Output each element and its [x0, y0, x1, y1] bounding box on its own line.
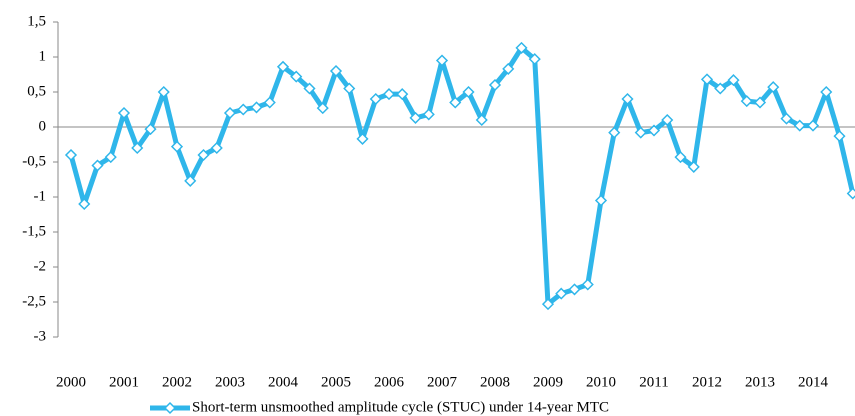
- legend-marker: [163, 401, 177, 415]
- point-marker: [674, 151, 687, 164]
- point-marker: [753, 96, 767, 109]
- x-tick-label: 2000: [56, 374, 86, 390]
- point-marker: [647, 124, 661, 137]
- y-tick-label: -3: [34, 328, 47, 344]
- point-marker: [144, 123, 157, 136]
- point-marker: [343, 82, 356, 95]
- point-marker: [131, 141, 144, 155]
- point-marker: [197, 148, 210, 162]
- point-marker: [687, 160, 700, 173]
- point-marker: [714, 82, 727, 95]
- y-tick-label: -0,5: [22, 153, 46, 169]
- y-tick-label: 1,5: [27, 13, 46, 29]
- point-marker: [515, 41, 528, 54]
- point-marker: [634, 126, 647, 139]
- point-marker: [210, 141, 223, 155]
- point-marker: [369, 92, 382, 106]
- point-marker: [184, 174, 197, 187]
- y-tick-label: 0,5: [27, 83, 46, 99]
- point-marker: [223, 106, 237, 120]
- point-marker: [528, 53, 541, 66]
- x-tick-label: 2014: [798, 374, 829, 390]
- point-marker: [700, 73, 714, 86]
- x-tick-label: 2009: [533, 374, 563, 390]
- point-marker: [117, 106, 131, 120]
- y-tick-label: -1,5: [22, 223, 46, 239]
- point-marker: [608, 126, 621, 139]
- y-tick-label: -1: [34, 188, 47, 204]
- point-marker: [661, 113, 674, 127]
- x-tick-label: 2001: [109, 374, 139, 390]
- point-marker: [555, 287, 568, 300]
- x-tick-label: 2013: [745, 374, 775, 390]
- point-marker: [581, 278, 594, 291]
- point-marker: [78, 197, 91, 211]
- point-marker: [767, 81, 780, 94]
- series-line: [68, 45, 855, 307]
- point-marker: [833, 130, 846, 143]
- point-marker: [435, 54, 449, 67]
- point-marker: [237, 103, 250, 116]
- point-marker: [422, 108, 435, 121]
- y-tick-label: -2,5: [22, 293, 46, 309]
- legend-label: Short-term unsmoothed amplitude cycle (S…: [192, 399, 609, 415]
- point-marker: [488, 78, 502, 92]
- y-tick-label: -2: [34, 258, 47, 274]
- x-tick-label: 2007: [427, 374, 458, 390]
- y-tick-label: 1: [39, 48, 47, 64]
- x-tick-label: 2010: [586, 374, 616, 390]
- point-marker: [104, 151, 117, 164]
- point-marker: [541, 298, 555, 311]
- point-marker: [276, 60, 290, 73]
- x-tick-label: 2002: [162, 374, 192, 390]
- point-marker: [382, 88, 396, 101]
- x-tick-label: 2006: [374, 374, 405, 390]
- point-marker: [250, 101, 263, 114]
- point-marker: [263, 96, 276, 109]
- x-tick-label: 2005: [321, 374, 351, 390]
- x-tick-label: 2004: [268, 374, 299, 390]
- point-marker: [475, 113, 488, 127]
- point-marker: [396, 88, 409, 101]
- point-marker: [462, 85, 475, 99]
- point-marker: [727, 74, 740, 87]
- point-marker: [64, 148, 78, 162]
- point-marker: [621, 92, 634, 106]
- x-tick-label: 2011: [639, 374, 668, 390]
- x-tick-label: 2008: [480, 374, 510, 390]
- x-tick-label: 2003: [215, 374, 245, 390]
- point-marker: [806, 119, 820, 132]
- point-marker: [157, 85, 170, 99]
- point-marker: [594, 194, 608, 207]
- point-marker: [568, 283, 581, 296]
- point-marker: [780, 112, 793, 125]
- point-marker: [820, 85, 833, 99]
- point-marker: [91, 159, 104, 172]
- point-marker: [290, 70, 303, 83]
- point-marker: [329, 64, 343, 78]
- point-marker: [303, 82, 316, 95]
- point-marker: [740, 95, 753, 108]
- x-tick-label: 2012: [692, 374, 722, 390]
- y-tick-label: 0: [39, 118, 47, 134]
- point-marker: [170, 140, 184, 153]
- point-marker: [449, 96, 462, 109]
- point-marker: [793, 119, 806, 132]
- point-marker: [356, 132, 369, 145]
- point-marker: [316, 102, 329, 115]
- point-marker: [502, 62, 515, 75]
- point-marker: [409, 111, 422, 124]
- point-marker: [846, 187, 855, 200]
